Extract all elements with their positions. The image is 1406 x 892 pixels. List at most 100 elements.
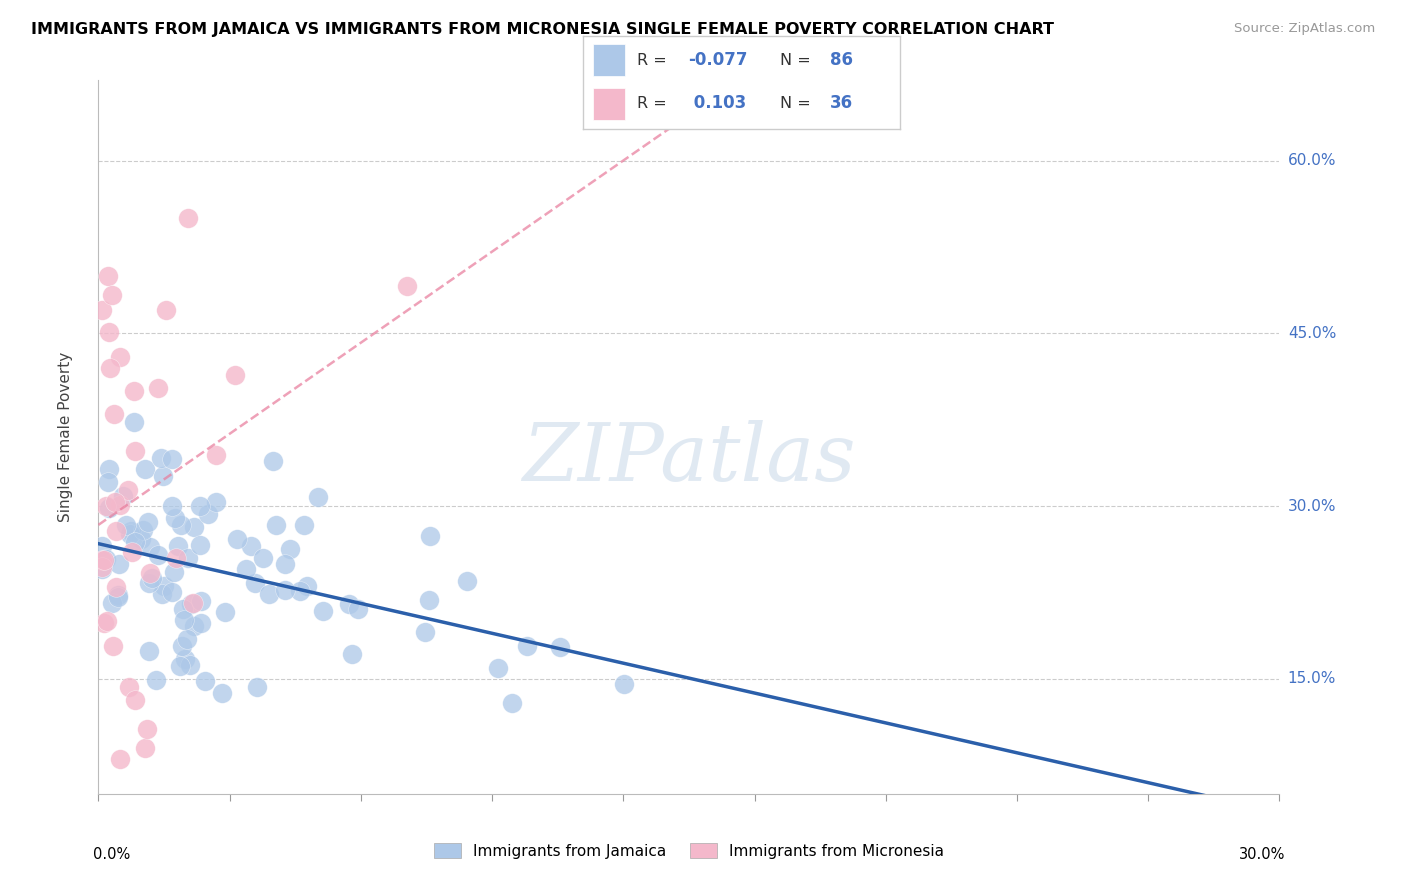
- Text: 45.0%: 45.0%: [1288, 326, 1336, 341]
- Point: [418, 593, 440, 607]
- Point: [179, 658, 201, 673]
- Text: 0.0%: 0.0%: [93, 847, 129, 863]
- Text: 15.0%: 15.0%: [1288, 672, 1336, 686]
- Y-axis label: Single Female Poverty: Single Female Poverty: [58, 352, 73, 522]
- Point: [211, 686, 233, 700]
- Point: [194, 674, 217, 689]
- Point: [100, 597, 122, 611]
- Point: [139, 540, 162, 554]
- Point: [94, 551, 117, 566]
- Point: [104, 580, 127, 594]
- Point: [94, 499, 117, 513]
- Point: [124, 415, 146, 429]
- Point: [136, 515, 159, 529]
- Point: [176, 211, 198, 226]
- Bar: [593, 88, 624, 120]
- Point: [150, 587, 173, 601]
- Point: [295, 579, 318, 593]
- Point: [108, 752, 131, 766]
- Point: [112, 489, 135, 503]
- Point: [141, 572, 163, 586]
- Point: [486, 661, 509, 675]
- Point: [169, 659, 191, 673]
- Point: [395, 279, 418, 293]
- Point: [516, 639, 538, 653]
- Point: [183, 519, 205, 533]
- Point: [263, 454, 285, 468]
- Point: [181, 596, 204, 610]
- Point: [413, 624, 436, 639]
- Point: [273, 557, 295, 571]
- Legend: Immigrants from Jamaica, Immigrants from Micronesia: Immigrants from Jamaica, Immigrants from…: [427, 837, 950, 864]
- Point: [613, 677, 636, 691]
- Point: [224, 368, 246, 383]
- Point: [239, 539, 262, 553]
- Point: [292, 517, 315, 532]
- Point: [96, 614, 118, 628]
- Point: [124, 444, 146, 458]
- Point: [252, 550, 274, 565]
- Point: [91, 562, 114, 576]
- Point: [160, 584, 183, 599]
- Point: [214, 605, 236, 619]
- Point: [98, 462, 121, 476]
- Point: [176, 632, 198, 646]
- Point: [163, 510, 186, 524]
- Point: [278, 541, 301, 556]
- Point: [91, 553, 114, 567]
- Text: Source: ZipAtlas.com: Source: ZipAtlas.com: [1234, 22, 1375, 36]
- Point: [347, 602, 370, 616]
- Point: [101, 288, 124, 302]
- Point: [98, 325, 121, 339]
- Point: [134, 740, 156, 755]
- Point: [419, 529, 441, 543]
- Point: [98, 360, 121, 375]
- Point: [124, 534, 146, 549]
- Point: [162, 499, 184, 513]
- Point: [501, 696, 523, 710]
- Point: [173, 613, 195, 627]
- Point: [122, 384, 145, 398]
- Point: [150, 450, 173, 465]
- Point: [91, 560, 114, 574]
- Point: [138, 576, 160, 591]
- Point: [180, 597, 202, 611]
- Point: [121, 524, 143, 538]
- Point: [138, 643, 160, 657]
- Text: R =: R =: [637, 95, 672, 111]
- Text: 30.0%: 30.0%: [1288, 499, 1336, 514]
- Point: [170, 639, 193, 653]
- Point: [91, 539, 114, 553]
- Text: R =: R =: [637, 53, 672, 68]
- Text: 0.103: 0.103: [688, 95, 747, 112]
- Point: [174, 652, 197, 666]
- Point: [152, 469, 174, 483]
- Point: [104, 494, 127, 508]
- Point: [226, 532, 249, 546]
- Point: [93, 615, 115, 630]
- Point: [107, 588, 129, 602]
- Point: [312, 604, 335, 618]
- Point: [91, 303, 114, 318]
- Point: [190, 538, 212, 552]
- Point: [121, 544, 143, 558]
- Point: [342, 647, 364, 661]
- Point: [148, 548, 170, 562]
- Point: [188, 500, 211, 514]
- Point: [274, 582, 297, 597]
- Point: [246, 680, 269, 694]
- Point: [118, 681, 141, 695]
- Point: [101, 639, 124, 653]
- Point: [118, 527, 141, 541]
- Point: [117, 483, 139, 498]
- Text: N =: N =: [779, 53, 815, 68]
- Point: [93, 553, 115, 567]
- Text: 36: 36: [830, 95, 853, 112]
- Text: 30.0%: 30.0%: [1239, 847, 1285, 863]
- Point: [145, 673, 167, 687]
- Point: [107, 591, 129, 605]
- Point: [205, 448, 228, 462]
- Point: [131, 533, 153, 547]
- Text: -0.077: -0.077: [688, 51, 748, 69]
- Point: [134, 462, 156, 476]
